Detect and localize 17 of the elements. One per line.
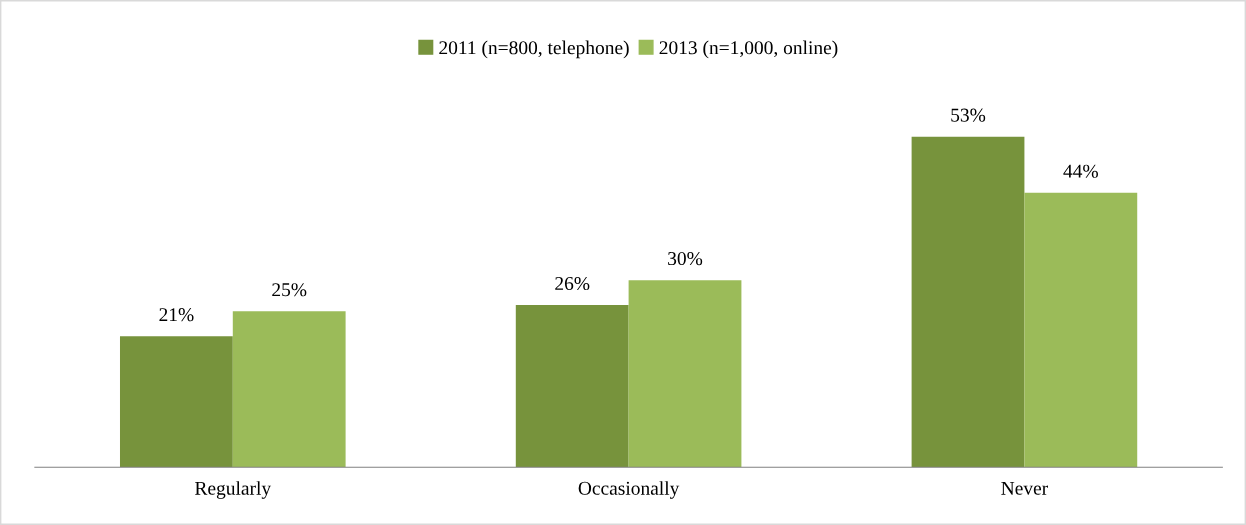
bar [119, 336, 233, 468]
bar [515, 305, 629, 468]
legend-label: 2011 (n=800, telephone) [439, 40, 629, 59]
data-label: 53% [951, 108, 986, 122]
bar [911, 136, 1025, 468]
x-tick-label: Occasionally [578, 481, 680, 499]
legend-label: 2013 (n=1,000, online) [659, 40, 838, 59]
data-label: 44% [1063, 164, 1098, 178]
data-label: 21% [159, 308, 194, 322]
x-tick-label: Regularly [195, 481, 272, 499]
bar [1024, 192, 1138, 468]
data-label: 30% [668, 251, 703, 266]
data-label: 26% [555, 276, 590, 291]
bar [232, 311, 346, 468]
x-tick-label: Never [1001, 481, 1048, 495]
data-label: 25% [272, 283, 307, 297]
bar [628, 280, 742, 468]
